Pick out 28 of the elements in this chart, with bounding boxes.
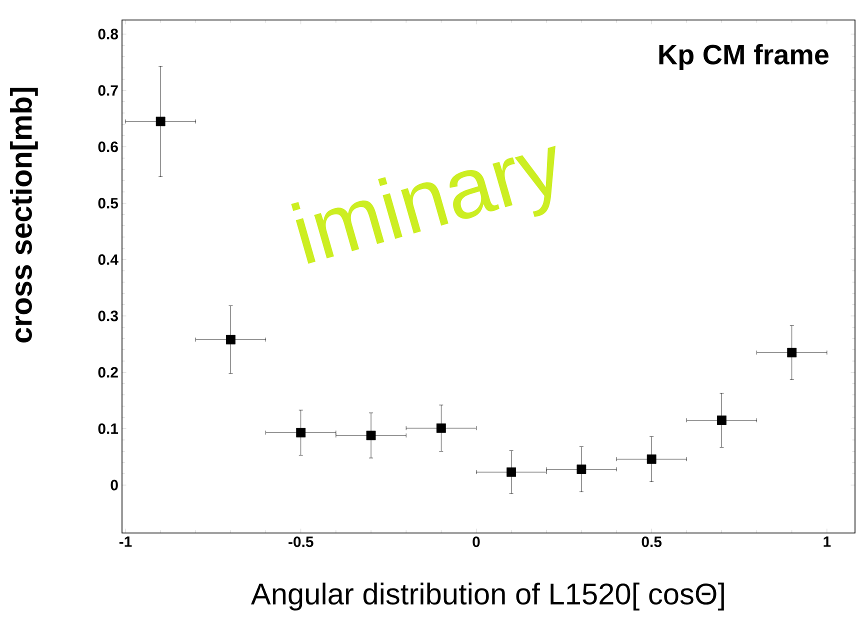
y-tick-label: 0.1	[98, 423, 118, 434]
y-tick-label: 0.2	[98, 367, 118, 378]
point	[226, 334, 236, 344]
y-tick-label: 0.8	[98, 28, 118, 40]
point	[576, 464, 586, 474]
point	[646, 454, 656, 464]
x-tick-label: -1	[119, 536, 132, 547]
x-tick-label: -0.5	[288, 536, 314, 548]
point	[296, 428, 306, 438]
x-tick-label: 0.5	[642, 536, 662, 548]
y-tick-label: 0.4	[98, 254, 118, 265]
y-tick-label: 0.3	[98, 310, 118, 322]
point	[787, 348, 797, 358]
point	[366, 430, 376, 440]
point	[156, 116, 166, 126]
x-tick-label: 0	[472, 536, 480, 548]
point	[436, 423, 446, 433]
y-tick-label: 0.6	[98, 142, 118, 152]
x-axis-title: Angular distribution of L1520[ cosΘ]	[250, 582, 724, 611]
y-tick-label: 0.5	[98, 198, 118, 208]
x-tick-label: 1	[824, 536, 831, 547]
y-tick-label: 0.7	[98, 85, 118, 96]
y-axis-title: cross section[mb]	[10, 88, 38, 342]
annotation: iminary	[291, 146, 556, 264]
point	[506, 467, 516, 477]
y-tick-label: 0	[110, 480, 118, 490]
text: Kp CM frame	[659, 44, 829, 70]
point	[717, 416, 726, 425]
